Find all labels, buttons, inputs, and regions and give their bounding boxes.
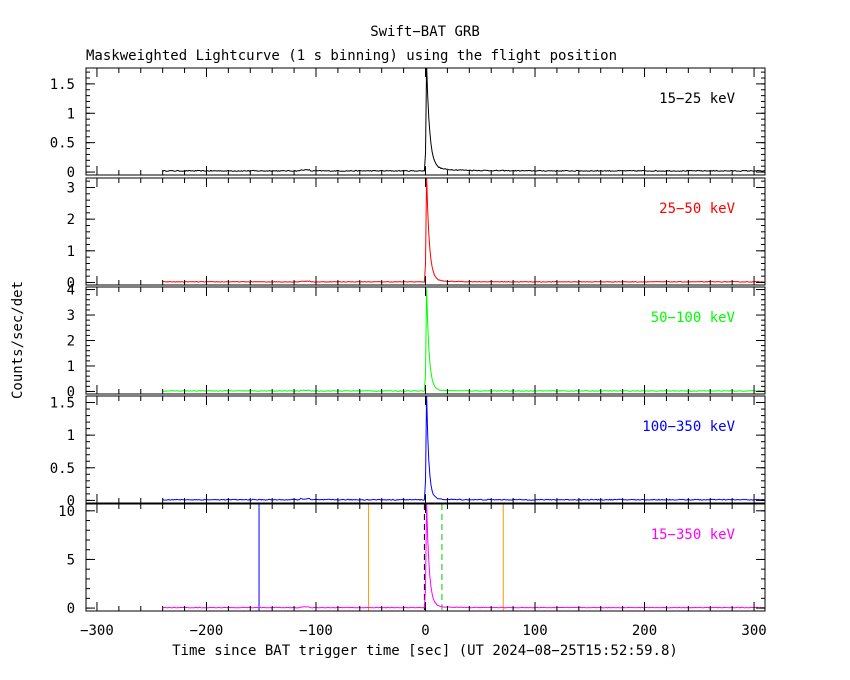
y-tick-label: 2 <box>67 334 75 350</box>
y-tick-label: 1.5 <box>50 77 75 93</box>
chart-subtitle: Maskweighted Lightcurve (1 s binning) us… <box>86 48 617 64</box>
y-tick-label: 0 <box>67 384 75 400</box>
y-tick-label: 3 <box>67 180 75 196</box>
x-tick-label: −200 <box>190 623 224 639</box>
x-axis-label: Time since BAT trigger time [sec] (UT 20… <box>172 643 678 659</box>
y-tick-label: 0 <box>67 493 75 509</box>
y-tick-label: 0.5 <box>50 461 75 477</box>
x-tick-label: 300 <box>741 623 766 639</box>
y-tick-label: 1 <box>67 428 75 444</box>
chart-title: Swift−BAT GRB <box>370 24 480 40</box>
y-tick-label: 0.5 <box>50 136 75 152</box>
band-label-4: 15−350 keV <box>651 527 736 543</box>
y-tick-label: 4 <box>67 283 75 299</box>
y-tick-label: 2 <box>67 212 75 228</box>
panel-1: 0 1 2 3 25−50 keV <box>67 177 766 291</box>
series-line-3 <box>162 396 765 501</box>
y-tick-label: 10 <box>58 504 75 520</box>
y-tick-label: 3 <box>67 308 75 324</box>
series-line-4 <box>162 504 765 609</box>
y-tick-label: 0 <box>67 601 75 617</box>
panel-2: 0 1 2 3 4 50−100 keV <box>67 283 766 400</box>
panel-3: 0 0.5 1 1.5 100−350 keV <box>50 395 766 509</box>
y-tick-label: 5 <box>67 552 75 568</box>
y-tick-label: 1 <box>67 359 75 375</box>
series-line-1 <box>162 178 765 283</box>
panel-4: 0 5 10 15−350 keV <box>58 503 766 617</box>
band-label-0: 15−25 keV <box>659 91 735 107</box>
x-tick-label: −300 <box>80 623 114 639</box>
band-label-2: 50−100 keV <box>651 310 736 326</box>
series-line-0 <box>162 68 765 172</box>
y-tick-label: 0 <box>67 165 75 181</box>
series-line-2 <box>162 288 765 392</box>
y-tick-label: 1 <box>67 244 75 260</box>
band-label-1: 25−50 keV <box>659 201 735 217</box>
band-label-3: 100−350 keV <box>642 419 735 435</box>
y-tick-label: 1.5 <box>50 396 75 412</box>
x-tick-label: −100 <box>299 623 333 639</box>
y-tick-label: 0 <box>67 275 75 291</box>
panel-0: 0 0.5 1 1.5 15−25 keV <box>50 67 766 181</box>
y-axis-label: Counts/sec/det <box>10 281 26 399</box>
y-tick-label: 1 <box>67 106 75 122</box>
x-tick-label: 200 <box>632 623 657 639</box>
x-tick-label: 100 <box>522 623 547 639</box>
x-tick-label: 0 <box>421 623 429 639</box>
